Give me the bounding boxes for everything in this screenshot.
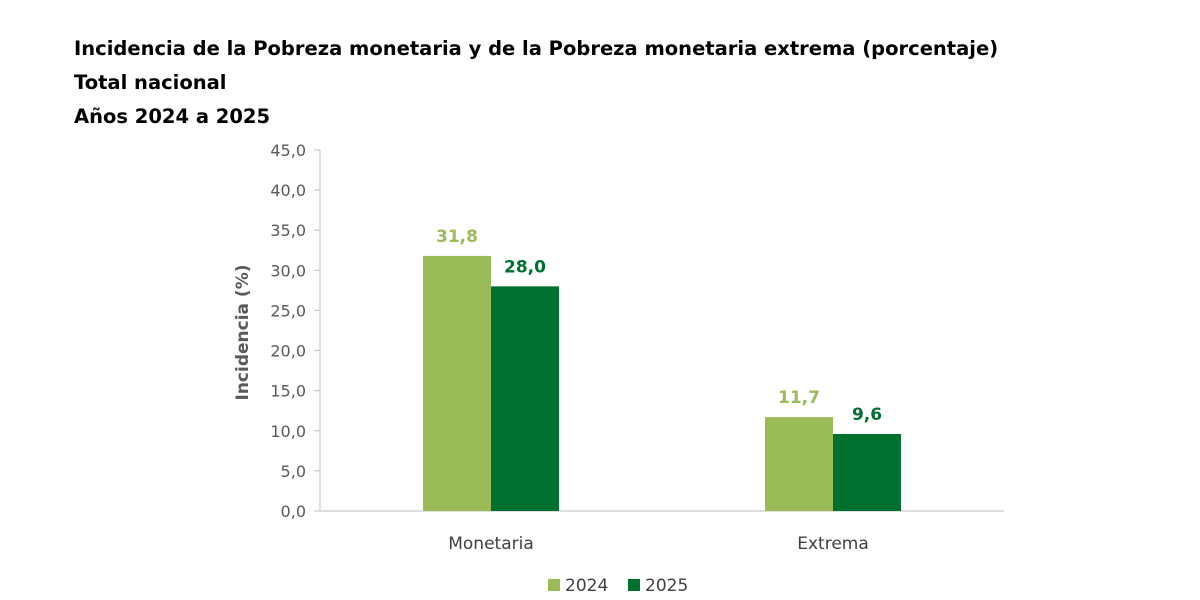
- chart-title-block: Incidencia de la Pobreza monetaria y de …: [74, 32, 998, 134]
- y-tick-label: 20,0: [270, 342, 306, 361]
- y-tick-label: 5,0: [281, 462, 306, 481]
- y-tick-label: 30,0: [270, 261, 306, 280]
- y-tick-label: 45,0: [270, 141, 306, 160]
- bar-2024-monetaria: [423, 255, 491, 511]
- bar-2024-extrema: [765, 417, 833, 511]
- x-axis-category-labels: Monetaria Extrema: [448, 534, 869, 554]
- y-tick-label: 35,0: [270, 221, 306, 240]
- bars-group: [423, 255, 901, 511]
- chart-title: Incidencia de la Pobreza monetaria y de …: [74, 37, 999, 60]
- chart-period: Años 2024 a 2025: [74, 105, 271, 128]
- legend-swatch-2025: [628, 579, 640, 591]
- bar-2025-monetaria: [491, 286, 559, 511]
- y-tick-label: 0,0: [281, 502, 306, 521]
- y-tick-label: 40,0: [270, 181, 306, 200]
- data-label-2024-extrema: 11,7: [778, 388, 820, 408]
- legend-swatch-2024: [548, 579, 560, 591]
- legend: 2024 2025: [548, 576, 688, 596]
- y-tick-label: 15,0: [270, 382, 306, 401]
- legend-label-2025: 2025: [645, 576, 688, 596]
- data-label-2025-monetaria: 28,0: [504, 257, 546, 277]
- data-label-2024-monetaria: 31,8: [436, 227, 478, 247]
- data-labels-group: 31,8 28,0 11,7 9,6: [436, 227, 882, 425]
- y-tick-label: 10,0: [270, 422, 306, 441]
- y-tick-label: 25,0: [270, 301, 306, 320]
- x-category-label: Monetaria: [448, 534, 534, 554]
- chart-subtitle: Total nacional: [74, 71, 227, 94]
- bar-2025-extrema: [833, 433, 901, 511]
- y-axis-ticks: 0,0 5,0 10,0 15,0 20,0 25,0 30,0 35,0 40,0 45,0: [270, 141, 320, 521]
- legend-label-2024: 2024: [565, 576, 608, 596]
- x-category-label: Extrema: [797, 534, 869, 554]
- data-label-2025-extrema: 9,6: [852, 405, 882, 425]
- y-axis-title: Incidencia (%): [233, 265, 253, 401]
